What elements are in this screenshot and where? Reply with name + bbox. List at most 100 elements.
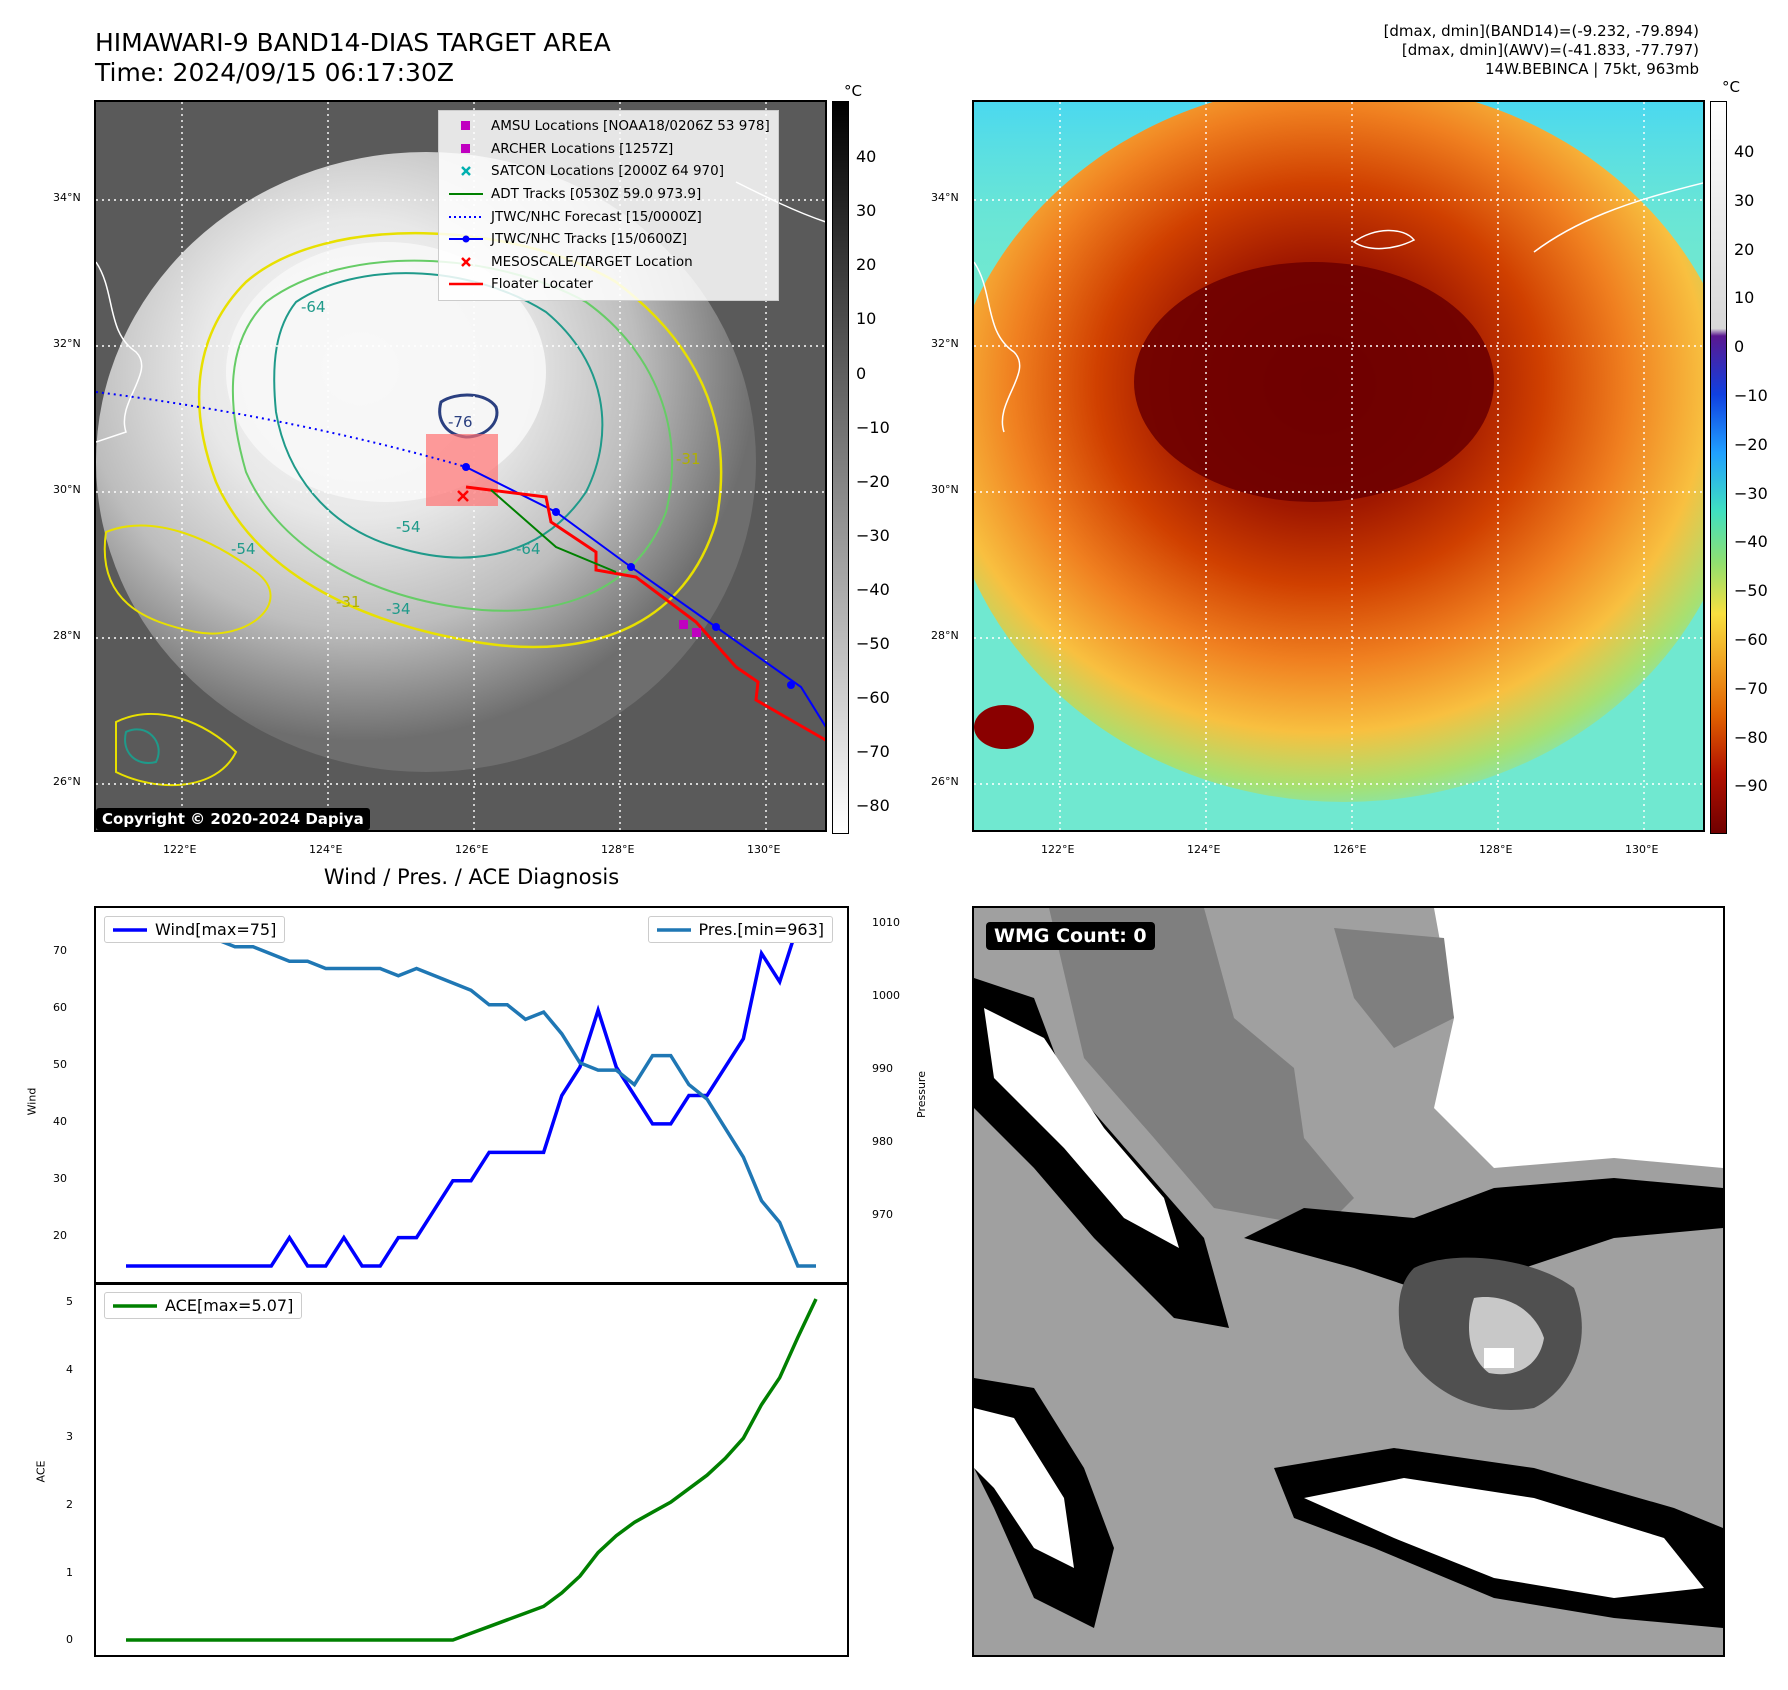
wind-tick: 70 [53, 944, 67, 957]
info-line-3: 14W.BEBINCA | 75kt, 963mb [1485, 60, 1699, 78]
pressure-tick: 990 [872, 1062, 893, 1075]
colorbar-tick: −70 [1734, 679, 1768, 698]
ace-series-line [126, 1298, 818, 1642]
legend-item-floater: Floater Locater [447, 273, 770, 296]
info-line-2: [dmax, dmin](AWV)=(-41.833, -77.797) [1401, 41, 1699, 59]
pressure-tick: 980 [872, 1135, 893, 1148]
awv-core [1134, 262, 1494, 502]
colorbar-tick: −40 [1734, 532, 1768, 551]
jtwc-track-line [465, 466, 825, 728]
wind-legend: Wind[max=75] [104, 916, 286, 943]
coastline-island [1352, 229, 1416, 250]
contour-label: -54 [396, 518, 421, 536]
colorbar-tick: −40 [856, 580, 890, 599]
pressure-tick: 1000 [872, 989, 900, 1002]
pressure-ylabel: Pressure [914, 1071, 928, 1118]
title-line-1: HIMAWARI-9 BAND14-DIAS TARGET AREA [95, 28, 611, 57]
contour-label: -31 [336, 593, 361, 611]
ace-plot [126, 1298, 818, 1642]
colorbar-tick: −30 [1734, 484, 1768, 503]
wind-tick: 20 [53, 1229, 67, 1242]
legend-item-tracks: JTWC/NHC Tracks [15/0600Z] [447, 228, 770, 251]
coastline-china [974, 261, 1021, 433]
ace-legend-label: ACE[max=5.07] [165, 1296, 294, 1315]
legend-item-archer: ARCHER Locations [1257Z] [447, 138, 770, 161]
lat-label: 26°N [931, 775, 959, 788]
contour-band-2 [115, 713, 238, 787]
lon-label: 128°E [601, 843, 635, 856]
square-icon [447, 143, 485, 154]
line-icon [113, 927, 147, 932]
copyright-badge: Copyright © 2020-2024 Dapiya [96, 808, 370, 830]
awv-map [972, 100, 1705, 832]
lat-label: 30°N [931, 483, 959, 496]
x-marker-icon [447, 165, 485, 177]
ace-tick: 1 [66, 1566, 73, 1579]
lat-label: 26°N [53, 775, 81, 788]
legend-item-amsu: AMSU Locations [NOAA18/0206Z 53 978] [447, 115, 770, 138]
ace-panel: ACE[max=5.07] [94, 1282, 849, 1657]
colorbar-tick: 0 [856, 364, 867, 383]
x-marker-icon [447, 256, 485, 268]
colorbar-tick: 30 [856, 201, 877, 220]
colorbar-tick: −10 [856, 418, 890, 437]
wind-pressure-panel: Wind[max=75] Pres.[min=963] [94, 906, 849, 1285]
ace-legend: ACE[max=5.07] [104, 1292, 303, 1319]
jtwc-forecast-line [96, 391, 467, 468]
pressure-legend: Pres.[min=963] [647, 916, 833, 943]
wmg-image [974, 908, 1723, 1655]
adt-track-line [490, 489, 617, 573]
wind-series-line [126, 923, 816, 1268]
colorbar-tick: −20 [1734, 435, 1768, 454]
legend-label: JTWC/NHC Tracks [15/0600Z] [491, 231, 688, 248]
wind-legend-label: Wind[max=75] [155, 920, 277, 939]
ace-tick: 3 [66, 1430, 73, 1443]
wind-pressure-plot [124, 923, 816, 1268]
contour-label: -76 [448, 413, 473, 431]
colorbar-tick: 10 [1734, 288, 1755, 307]
legend-label: ADT Tracks [0530Z 59.0 973.9] [491, 186, 702, 203]
lon-label: 122°E [163, 843, 197, 856]
colorbar-right [1710, 101, 1727, 834]
coastline-japan [1533, 182, 1703, 253]
pressure-tick: 1010 [872, 916, 900, 929]
lon-label: 130°E [747, 843, 781, 856]
pressure-series-line [124, 923, 816, 1268]
ace-tick: 2 [66, 1498, 73, 1511]
line-icon [656, 927, 691, 932]
wmg-region [1244, 1178, 1723, 1298]
colorbar-tick: −30 [856, 526, 890, 545]
legend-label: SATCON Locations [2000Z 64 970] [491, 163, 724, 180]
colorbar-right-unit: °C [1722, 78, 1740, 96]
wind-tick: 30 [53, 1172, 67, 1185]
diagnosis-title: Wind / Pres. / ACE Diagnosis [323, 865, 620, 889]
colorbar-tick: −20 [856, 472, 890, 491]
legend-label: MESOSCALE/TARGET Location [491, 253, 693, 270]
contour-label: -64 [516, 540, 541, 558]
map-legend: AMSU Locations [NOAA18/0206Z 53 978] ARC… [438, 110, 779, 301]
info-line-1: [dmax, dmin](BAND14)=(-9.232, -79.894) [1383, 22, 1699, 40]
contour-label: -34 [386, 600, 411, 618]
band14-map: -64 -76 -54 -54 -31 -31 -34 -64 AMSU Loc… [94, 100, 827, 832]
contour-label: -54 [231, 540, 256, 558]
wind-ylabel: Wind [25, 1087, 39, 1116]
mesoscale-marker [457, 490, 469, 502]
colorbar-tick: 0 [1734, 337, 1745, 356]
colorbar-tick: −50 [1734, 581, 1768, 600]
legend-item-satcon: SATCON Locations [2000Z 64 970] [447, 160, 770, 183]
lon-label: 128°E [1479, 843, 1513, 856]
lon-label: 124°E [1187, 843, 1221, 856]
colorbar-tick: 10 [856, 309, 877, 328]
colorbar-left-unit: °C [844, 82, 862, 100]
chart-title: HIMAWARI-9 BAND14-DIAS TARGET AREA Time:… [95, 28, 611, 88]
contour-label: -31 [676, 450, 701, 468]
square-icon [447, 121, 485, 131]
line-icon [447, 191, 485, 197]
wmg-region [1334, 928, 1454, 1048]
contour-eye [438, 393, 499, 439]
wmg-region [974, 1408, 1074, 1568]
colorbar-tick: −50 [856, 634, 890, 653]
floater-locater-line [465, 485, 825, 742]
colorbar-tick: −60 [1734, 630, 1768, 649]
colorbar-tick: −80 [856, 796, 890, 815]
